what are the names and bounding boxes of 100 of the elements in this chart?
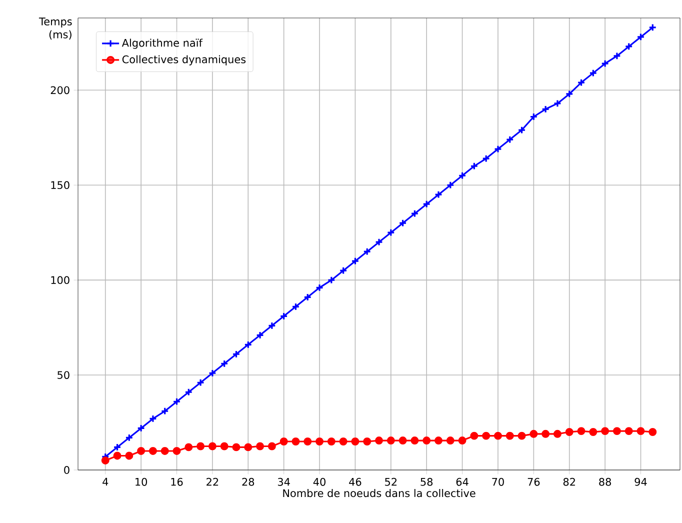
point bbox=[304, 293, 312, 302]
point bbox=[410, 210, 419, 218]
point bbox=[256, 331, 264, 340]
point bbox=[589, 428, 598, 436]
point bbox=[244, 340, 252, 349]
point bbox=[624, 427, 633, 436]
legend-label: Collectives dynamiques bbox=[122, 55, 246, 66]
point bbox=[232, 443, 240, 452]
point bbox=[339, 266, 348, 275]
x-tick-label: 94 bbox=[634, 478, 647, 486]
x-tick-label: 88 bbox=[599, 478, 611, 486]
point bbox=[446, 436, 454, 445]
point bbox=[601, 60, 610, 68]
point bbox=[506, 432, 514, 440]
point bbox=[208, 442, 216, 450]
point bbox=[244, 443, 252, 452]
y-tick-label: 200 bbox=[50, 86, 70, 94]
point bbox=[304, 438, 312, 446]
point bbox=[137, 447, 146, 455]
x-tick-label: 40 bbox=[313, 478, 326, 486]
point bbox=[113, 452, 122, 460]
point bbox=[220, 360, 228, 368]
point bbox=[292, 438, 300, 446]
x-tick-label: 52 bbox=[385, 478, 397, 486]
point bbox=[280, 312, 288, 320]
x-axis-title: Nombre de noeuds dans la collective bbox=[283, 489, 476, 498]
point bbox=[530, 112, 538, 121]
point bbox=[172, 398, 181, 406]
point bbox=[256, 442, 264, 450]
point bbox=[565, 428, 574, 436]
point bbox=[292, 302, 300, 311]
y-tick-label: 150 bbox=[51, 181, 70, 190]
point bbox=[410, 436, 419, 445]
point bbox=[458, 436, 466, 445]
point bbox=[316, 438, 324, 446]
point bbox=[506, 136, 514, 144]
x-tick-label: 58 bbox=[420, 478, 433, 486]
point bbox=[148, 414, 157, 423]
point bbox=[577, 78, 586, 87]
point bbox=[363, 438, 372, 446]
point bbox=[172, 447, 181, 455]
point bbox=[232, 350, 240, 358]
point bbox=[518, 126, 526, 134]
point bbox=[113, 443, 122, 452]
point bbox=[196, 378, 205, 387]
x-tick-label: 22 bbox=[206, 478, 218, 486]
point bbox=[268, 322, 276, 330]
point bbox=[553, 99, 562, 108]
point bbox=[196, 442, 205, 450]
point bbox=[220, 442, 228, 450]
point bbox=[434, 436, 442, 445]
point bbox=[351, 438, 360, 446]
x-tick-label: 28 bbox=[242, 478, 254, 486]
point bbox=[184, 443, 193, 452]
point bbox=[316, 284, 324, 292]
point bbox=[470, 162, 478, 170]
point bbox=[446, 181, 454, 190]
point bbox=[160, 447, 169, 455]
point bbox=[577, 427, 586, 436]
point bbox=[482, 154, 490, 163]
point bbox=[327, 276, 336, 284]
y-tick-label: 0 bbox=[64, 466, 70, 474]
point bbox=[398, 219, 407, 228]
y-axis-title: Temps (ms) bbox=[38, 18, 72, 40]
x-tick-label: 70 bbox=[492, 478, 504, 486]
point bbox=[137, 424, 146, 432]
x-tick-label: 10 bbox=[136, 478, 148, 486]
legend-label: Algorithme naïf bbox=[122, 38, 203, 49]
point bbox=[589, 69, 598, 78]
point bbox=[375, 238, 383, 246]
point bbox=[553, 430, 562, 438]
point bbox=[624, 42, 633, 50]
point bbox=[636, 32, 645, 41]
point bbox=[280, 438, 288, 446]
point bbox=[422, 200, 431, 208]
point bbox=[351, 257, 360, 266]
point bbox=[327, 438, 336, 446]
point bbox=[375, 436, 383, 445]
point bbox=[612, 427, 621, 436]
point bbox=[434, 190, 442, 199]
point bbox=[398, 436, 407, 445]
point bbox=[601, 427, 610, 436]
point bbox=[518, 432, 526, 440]
point bbox=[470, 432, 478, 440]
point bbox=[482, 432, 490, 440]
point bbox=[494, 145, 502, 154]
point bbox=[422, 436, 431, 445]
point bbox=[125, 452, 134, 460]
point bbox=[386, 436, 395, 445]
point bbox=[386, 228, 395, 237]
point bbox=[542, 430, 550, 438]
point bbox=[363, 248, 372, 256]
x-tick-label: 82 bbox=[563, 478, 575, 486]
x-tick-label: 64 bbox=[456, 478, 468, 486]
x-tick-label: 34 bbox=[278, 478, 290, 486]
point bbox=[160, 407, 169, 416]
point bbox=[542, 105, 550, 114]
point bbox=[565, 90, 574, 98]
point bbox=[494, 432, 502, 440]
point bbox=[530, 430, 538, 438]
